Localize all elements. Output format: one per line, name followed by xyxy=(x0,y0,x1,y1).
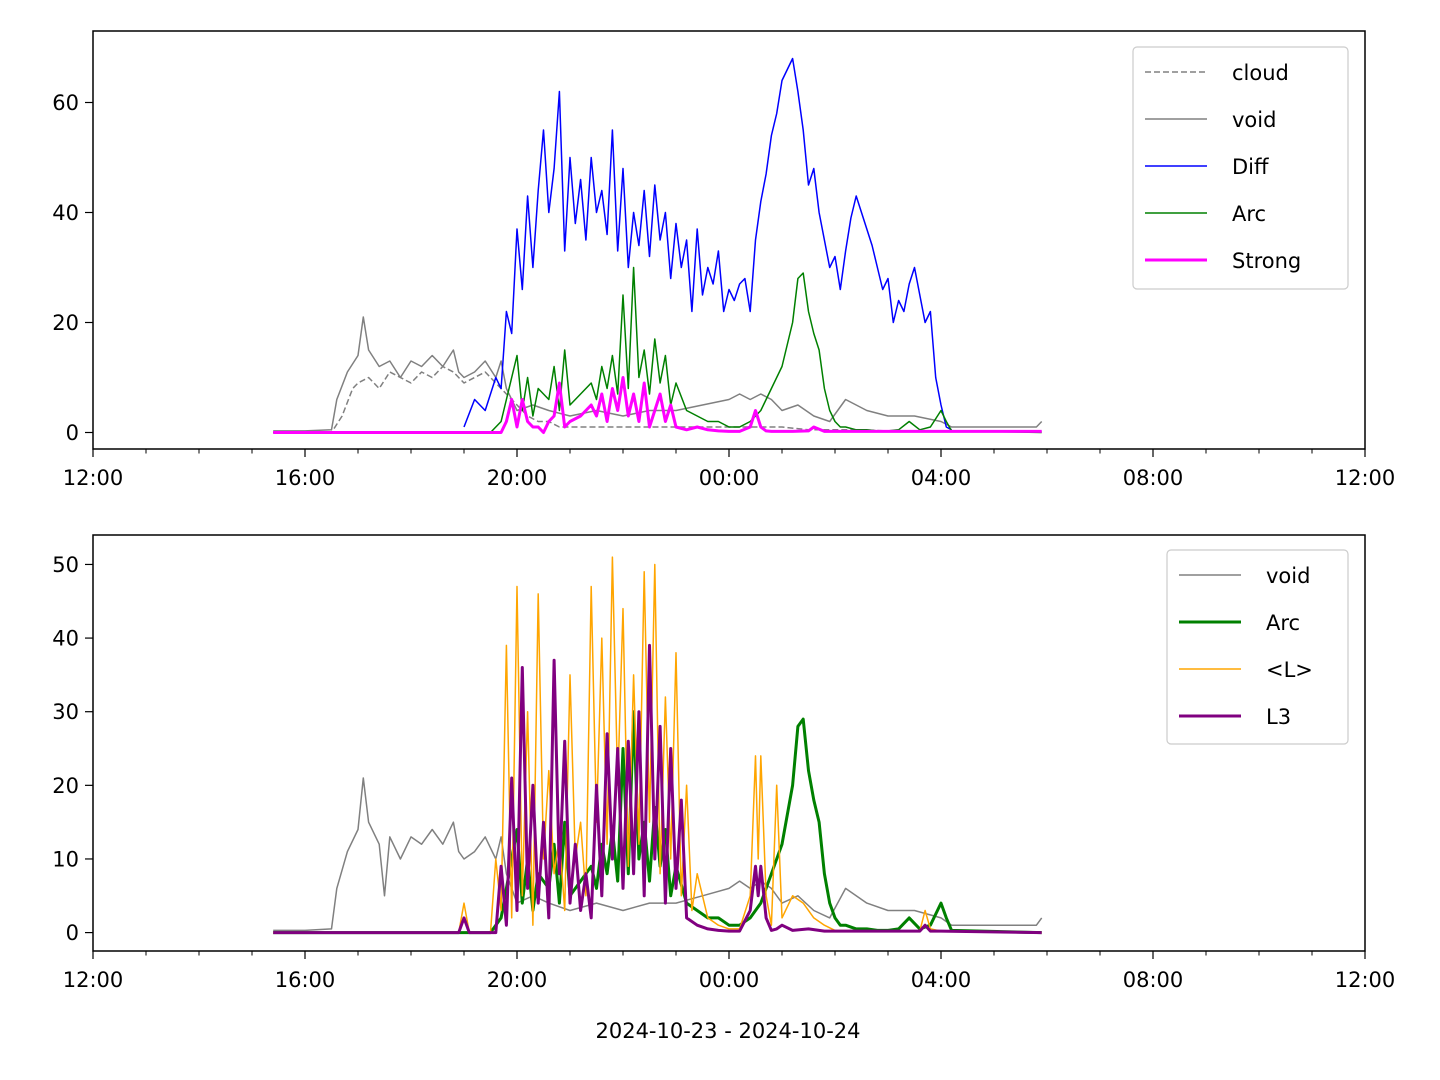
legend-label: Arc xyxy=(1266,611,1300,635)
legend-label: Diff xyxy=(1232,155,1269,179)
y-tick-label: 20 xyxy=(52,774,79,798)
y-tick-label: 0 xyxy=(66,421,79,445)
x-tick-label: 16:00 xyxy=(275,968,336,992)
legend-label: void xyxy=(1232,108,1276,132)
x-tick-label: 00:00 xyxy=(699,466,760,490)
legend: void Arc <L> L3 xyxy=(1166,549,1349,745)
x-tick-label: 12:00 xyxy=(1335,466,1396,490)
x-tick-label: 12:00 xyxy=(63,466,124,490)
x-tick-label: 08:00 xyxy=(1123,466,1184,490)
series-line-strong xyxy=(273,376,1042,434)
legend-frame xyxy=(1166,549,1349,745)
legend-label: cloud xyxy=(1232,61,1289,85)
series-line-l xyxy=(273,556,1042,934)
x-tick-label: 04:00 xyxy=(911,968,972,992)
x-tick-label: 08:00 xyxy=(1123,968,1184,992)
x-tick-label: 20:00 xyxy=(487,466,548,490)
series-line-void xyxy=(273,316,1043,432)
legend-label: void xyxy=(1266,564,1310,588)
y-tick-label: 20 xyxy=(52,311,79,335)
x-tick-label: 20:00 xyxy=(487,968,548,992)
y-tick-label: 10 xyxy=(52,847,79,871)
series-line-l3 xyxy=(273,643,1042,935)
bottom-plot: 12:00 16:00 20:00 00:00 04:00 08:00 12:00 0 10 20… xyxy=(52,534,1396,992)
y-tick-label: 60 xyxy=(52,91,79,115)
series-line-diff xyxy=(463,57,952,431)
legend-label: Strong xyxy=(1232,249,1301,273)
legend-frame xyxy=(1132,46,1349,290)
series-group xyxy=(273,556,1043,935)
x-axis-label: 2024-10-23 - 2024-10-24 xyxy=(595,1019,860,1043)
legend-label: L3 xyxy=(1266,705,1291,729)
legend-label: Arc xyxy=(1232,202,1266,226)
y-tick-label: 30 xyxy=(52,700,79,724)
x-tick-label: 04:00 xyxy=(911,466,972,490)
series-line-cloud xyxy=(273,365,1042,434)
top-plot: 12:00 16:00 20:00 00:00 04:00 08:00 12:00 0 20 40… xyxy=(52,30,1396,490)
y-tick-label: 50 xyxy=(52,553,79,577)
x-tick-label: 16:00 xyxy=(275,466,336,490)
x-tick-label: 12:00 xyxy=(63,968,124,992)
x-tick-label: 00:00 xyxy=(699,968,760,992)
y-tick-label: 40 xyxy=(52,627,79,651)
y-tick-label: 0 xyxy=(66,921,79,945)
legend-label: <L> xyxy=(1266,658,1313,682)
series-group xyxy=(273,57,1043,434)
legend: cloud void Diff Arc Strong xyxy=(1132,46,1349,290)
x-tick-label: 12:00 xyxy=(1335,968,1396,992)
y-tick-label: 40 xyxy=(52,201,79,225)
